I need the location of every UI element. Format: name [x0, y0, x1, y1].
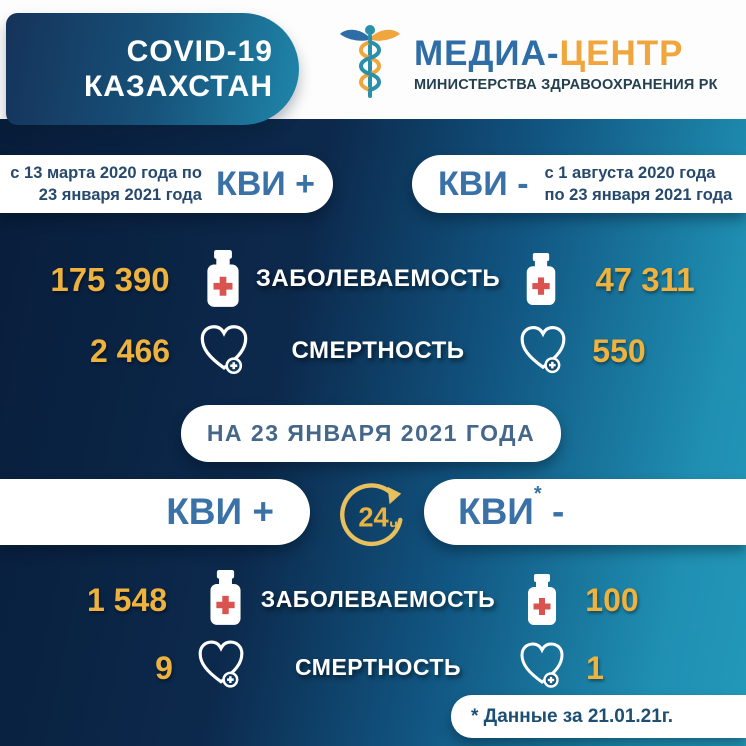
mortality-label: СМЕРТНОСТЬ — [294, 654, 461, 680]
medicine-bottle-icon — [210, 570, 241, 625]
24-hour-cycle-icon: 24 ч — [340, 483, 403, 547]
kvi-negative-period-pill: КВИ - с 1 августа 2020 года по 23 января… — [412, 155, 746, 213]
daily-incidence-row: 1 548 ЗАБОЛЕВАЕМОСТЬ 100 — [0, 570, 746, 632]
mortality-positive-value: 2 466 — [89, 333, 171, 369]
incidence-negative-value: 47 311 — [595, 261, 695, 298]
kvi-negative-period: с 1 августа 2020 года по 23 января 2021 … — [545, 162, 733, 207]
logo-subtitle: МИНИСТЕРСТВА ЗДРАВООХРАНЕНИЯ РК — [414, 76, 718, 93]
period-line1: с 13 марта 2020 года по — [10, 163, 202, 182]
logo-title: МЕДИА-ЦЕНТР — [414, 34, 718, 74]
incidence-negative-value: 100 — [585, 582, 639, 618]
kvi-negative-label: КВИ - — [438, 164, 529, 203]
caduceus-icon — [340, 25, 400, 98]
mortality-positive-value: 9 — [155, 650, 173, 686]
period-line2: по 23 января 2021 года — [544, 186, 733, 204]
incidence-label: ЗАБОЛЕВАЕМОСТЬ — [255, 265, 501, 292]
mortality-label: СМЕРТНОСТЬ — [291, 337, 465, 364]
badge-line2: КАЗАХСТАН — [84, 70, 273, 103]
kvi-negative-label: КВИ* - — [458, 483, 565, 533]
logo-title-media: МЕДИА- — [414, 33, 560, 73]
footnote-asterisk: * — [533, 483, 542, 505]
kvi-positive-label: КВИ + — [166, 491, 274, 532]
period-line2: 23 января 2021 года — [38, 186, 202, 204]
media-center-logo: МЕДИА-ЦЕНТР МИНИСТЕРСТВА ЗДРАВООХРАНЕНИЯ… — [338, 20, 718, 106]
incidence-positive-value: 1 548 — [86, 582, 168, 618]
heart-plus-icon — [200, 325, 248, 375]
mortality-negative-value: 1 — [586, 650, 604, 686]
heart-plus-icon — [198, 640, 244, 688]
interval-value: 24 — [358, 502, 389, 533]
heart-plus-icon — [520, 642, 564, 688]
mortality-negative-value: 550 — [592, 333, 646, 369]
logo-text: МЕДИА-ЦЕНТР МИНИСТЕРСТВА ЗДРАВООХРАНЕНИЯ… — [414, 34, 718, 93]
incidence-label: ЗАБОЛЕВАЕМОСТЬ — [260, 586, 496, 612]
interval-unit: ч — [390, 518, 398, 534]
heart-plus-icon — [520, 326, 566, 374]
logo-title-center: ЦЕНТР — [559, 33, 684, 73]
main-panel: с 13 марта 2020 года по 23 января 2021 г… — [0, 119, 746, 746]
badge-line1: COVID-19 — [126, 34, 273, 68]
kvi-positive-period-pill: с 13 марта 2020 года по 23 января 2021 г… — [0, 155, 333, 213]
daily-kvi-negative-pill: КВИ* - — [424, 479, 746, 545]
date-banner: НА 23 ЯНВАРЯ 2021 ГОДА — [181, 405, 561, 462]
kvi-positive-period: с 13 марта 2020 года по 23 января 2021 г… — [10, 162, 202, 207]
covid-kazakhstan-badge: COVID-19 КАЗАХСТАН — [6, 13, 299, 125]
cumulative-incidence-row: 175 390 ЗАБОЛЕВАЕМОСТЬ 47 311 — [0, 250, 746, 312]
footnote-pill: * Данные за 21.01.21г. — [451, 695, 746, 738]
medicine-bottle-icon — [528, 574, 556, 625]
daily-kvi-positive-pill: КВИ + — [0, 479, 310, 545]
cumulative-mortality-row: 2 466 СМЕРТНОСТЬ 550 — [0, 324, 746, 386]
medicine-bottle-icon — [526, 253, 556, 305]
kvi-positive-label: КВИ + — [215, 164, 315, 203]
kvi-base: КВИ — [458, 491, 534, 532]
incidence-positive-value: 175 390 — [50, 261, 170, 298]
medicine-bottle-icon — [207, 250, 239, 307]
period-line1: с 1 августа 2020 года — [544, 163, 716, 182]
daily-mortality-row: 9 СМЕРТНОСТЬ 1 — [0, 640, 746, 702]
header: COVID-19 КАЗАХСТАН МЕДИА-ЦЕНТР МИНИСТЕРС… — [0, 0, 746, 125]
kvi-sign: - — [551, 491, 565, 532]
